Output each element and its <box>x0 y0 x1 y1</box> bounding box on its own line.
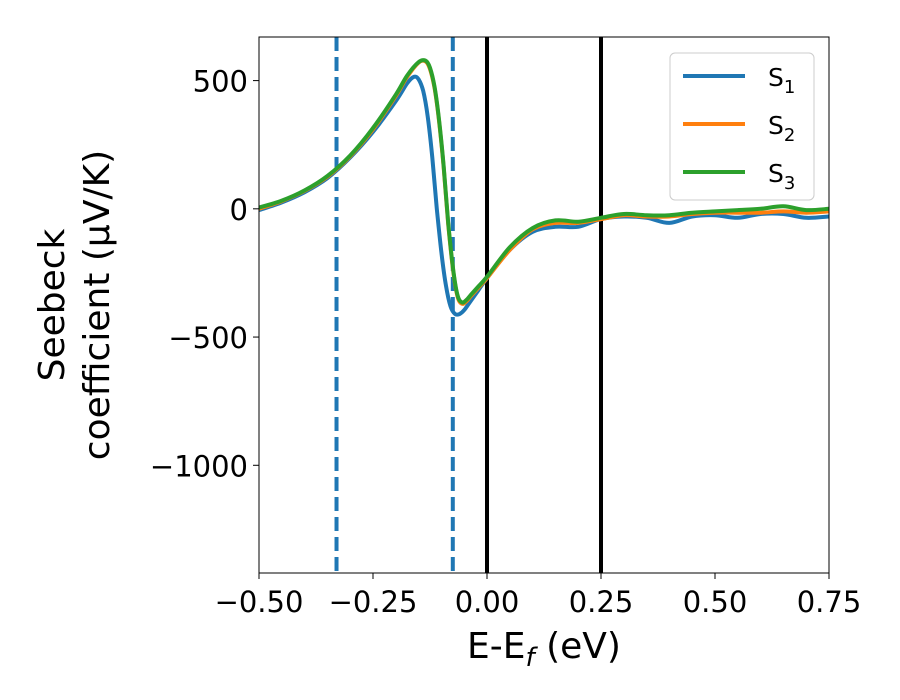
legend-label-s1: S1 <box>768 63 795 98</box>
x-tick-label: 0.25 <box>569 585 634 619</box>
x-tick-label: 0.75 <box>797 585 862 619</box>
x-tick-label: 0.00 <box>455 585 520 619</box>
y-axis-label-line2: coefficient (μV/K) <box>77 150 118 460</box>
plot-frame <box>258 36 830 574</box>
y-tick-label: −500 <box>168 321 248 355</box>
x-tick-label: −0.25 <box>329 585 418 619</box>
legend-box <box>669 52 815 201</box>
series-line-s3 <box>258 58 830 305</box>
reference-lines <box>334 37 603 573</box>
x-axis-ticks: −0.50 −0.25 0.00 0.25 0.50 0.75 <box>215 573 862 619</box>
y-tick-label: 0 <box>230 193 248 227</box>
y-axis-ticks: 500 0 −500 −1000 <box>150 65 259 483</box>
y-axis-label: Seebeck coefficient (μV/K) <box>32 150 118 460</box>
legend-label-s2: S2 <box>768 111 795 146</box>
y-axis-label-line1: Seebeck <box>32 228 73 381</box>
x-tick-label: 0.50 <box>683 585 748 619</box>
x-tick-label: −0.50 <box>215 585 304 619</box>
series-lines <box>258 58 830 317</box>
legend-label-s3: S3 <box>768 159 795 194</box>
y-tick-label: −1000 <box>150 449 248 483</box>
legend: S1 S2 S3 <box>669 52 815 201</box>
series-line-s1 <box>258 74 830 317</box>
x-axis-label: E-Ef (eV) <box>467 626 621 673</box>
y-tick-label: 500 <box>193 65 248 99</box>
